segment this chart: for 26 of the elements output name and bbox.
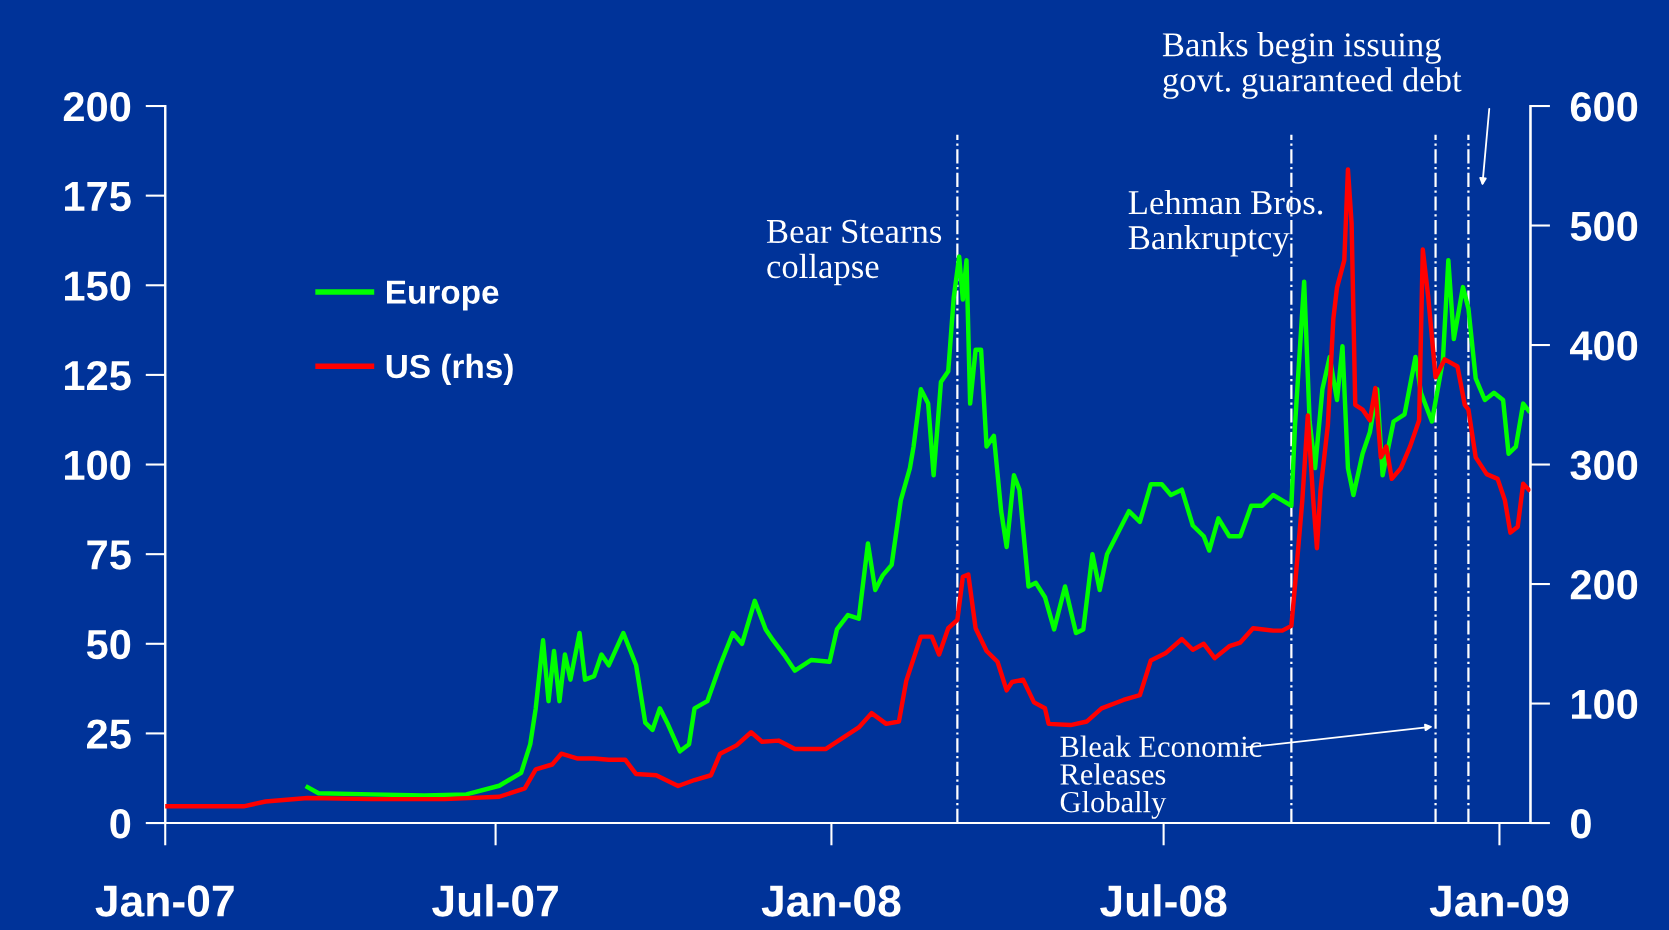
text: Banks begin issuing govt. guaranteed debt xyxy=(1162,32,1462,99)
y-tick-label: 100 xyxy=(65,450,131,481)
x-tick-label: Jul-07 xyxy=(432,884,558,917)
y-tick-label: 125 xyxy=(65,360,131,391)
x-tick-label: Jul-08 xyxy=(1100,884,1227,917)
y-tick-label: 0 xyxy=(110,809,131,839)
y-tick-label: 200 xyxy=(63,92,131,122)
y2-tick-label: 200 xyxy=(1570,570,1638,600)
x-tick-label: Jan-08 xyxy=(761,885,901,917)
legend-label: US (rhs) xyxy=(386,353,513,385)
y-tick-label: 25 xyxy=(87,719,131,749)
annotation: Bear Stearns collapse xyxy=(766,219,942,286)
x-tick-label: Jan-09 xyxy=(1429,885,1569,917)
y2-tick-label: 300 xyxy=(1570,450,1638,481)
annotation: Bleak Economic Releases Globally xyxy=(1060,735,1262,819)
y2-tick-label: 0 xyxy=(1571,809,1591,839)
y2-tick-label: 100 xyxy=(1571,689,1638,720)
y-tick-label: 150 xyxy=(65,271,131,301)
y-tick-label: 50 xyxy=(86,629,131,660)
y2-tick-label: 400 xyxy=(1569,331,1638,361)
y-tick-label: 175 xyxy=(65,182,131,212)
y2-tick-label: 500 xyxy=(1570,211,1638,242)
y2-tick-label: 600 xyxy=(1570,92,1638,122)
legend-label: Europe xyxy=(387,280,499,311)
x-tick-label: Jan-07 xyxy=(95,885,234,917)
y-tick-label: 75 xyxy=(87,540,131,570)
